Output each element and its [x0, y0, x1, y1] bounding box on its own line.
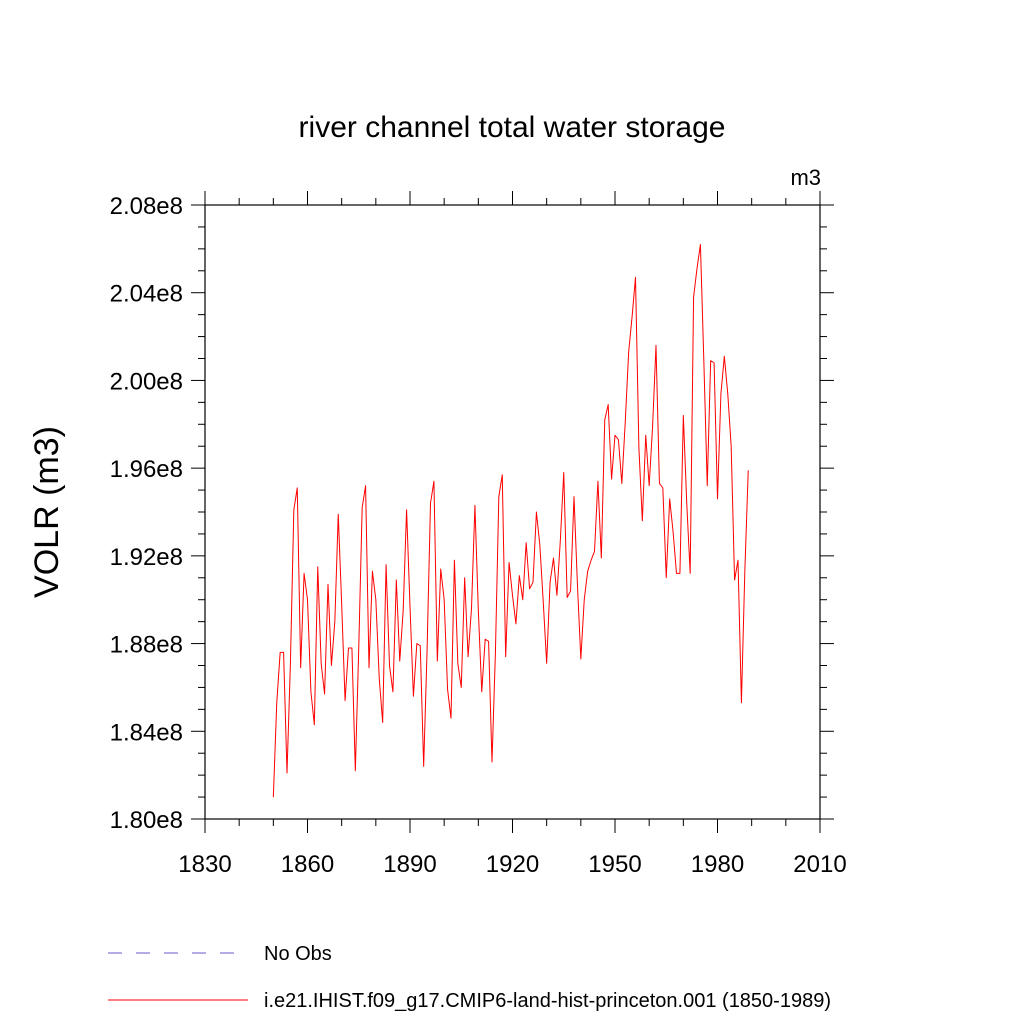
- x-tick-label: 2010: [793, 851, 846, 878]
- x-tick-label: 1920: [486, 851, 539, 878]
- chart-title: river channel total water storage: [299, 111, 726, 144]
- x-tick-label: 1890: [383, 851, 436, 878]
- axis-ticks: [191, 191, 834, 833]
- y-tick-label: 2.04e8: [110, 281, 183, 308]
- series-line-1: [272, 243, 749, 798]
- legend-label-model: i.e21.IHIST.f09_g17.CMIP6-land-hist-prin…: [264, 990, 831, 1012]
- x-tick-label: 1980: [691, 851, 744, 878]
- y-tick-label: 1.80e8: [110, 807, 183, 834]
- plot-frame: [204, 204, 821, 820]
- units-label: m3: [790, 165, 821, 190]
- legend: No Obs i.e21.IHIST.f09_g17.CMIP6-land-hi…: [108, 943, 831, 1012]
- x-tick-labels: 1830 1860 1890 1920 1950 1980 2010: [178, 851, 846, 878]
- x-tick-label: 1860: [281, 851, 334, 878]
- y-tick-label: 2.00e8: [110, 368, 183, 395]
- legend-label-no-obs: No Obs: [264, 943, 332, 965]
- y-axis-title: VOLR (m3): [28, 426, 66, 598]
- y-tick-label: 2.08e8: [110, 193, 183, 220]
- plot-series: [272, 243, 749, 798]
- x-tick-label: 1950: [588, 851, 641, 878]
- y-tick-labels: 1.80e8 1.84e8 1.88e8 1.92e8 1.96e8 2.00e8 2.04…: [110, 193, 183, 834]
- y-tick-label: 1.88e8: [110, 632, 183, 659]
- x-tick-label: 1830: [178, 851, 231, 878]
- y-tick-label: 1.96e8: [110, 456, 183, 483]
- y-tick-label: 1.84e8: [110, 719, 183, 746]
- y-tick-label: 1.92e8: [110, 544, 183, 571]
